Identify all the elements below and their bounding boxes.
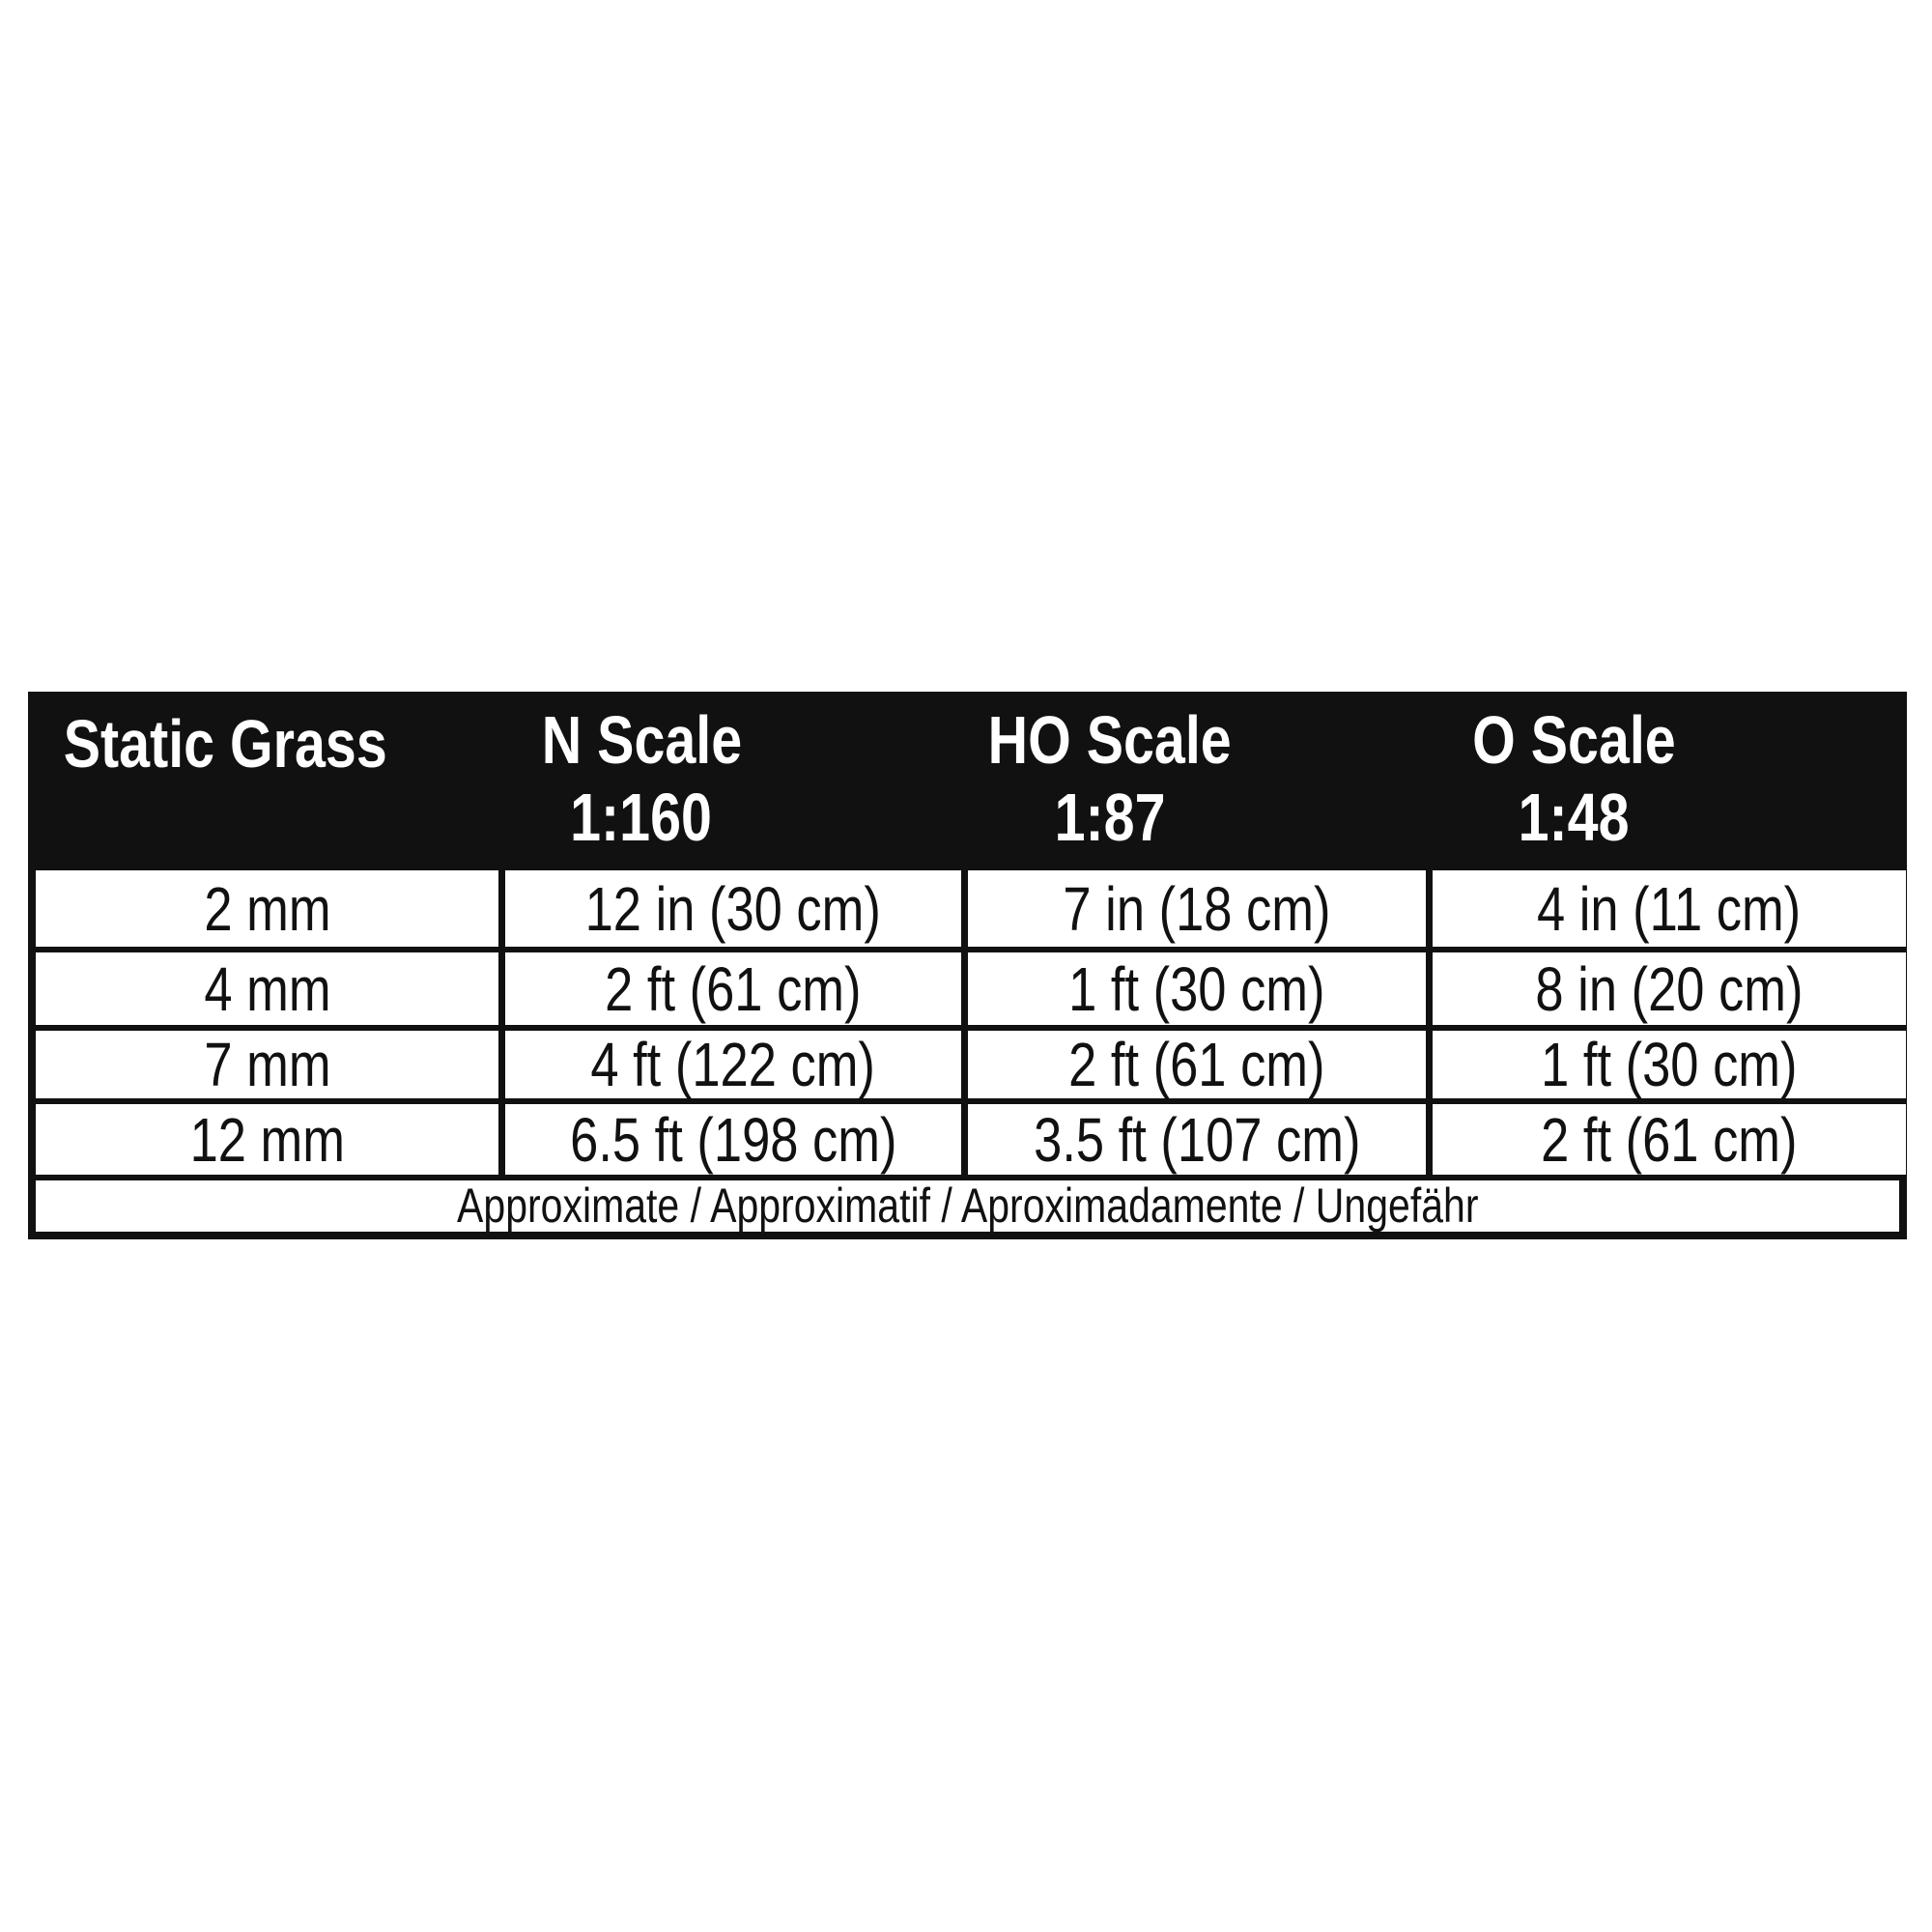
- cell-text: 3.5 ft (107 cm): [1033, 1104, 1361, 1175]
- header-ratio: 1:48: [1518, 780, 1630, 855]
- cell-text: 4 ft (122 cm): [590, 1031, 876, 1098]
- table-cell: 2 ft (61 cm): [505, 952, 961, 1025]
- table-cell: 8 in (20 cm): [1433, 952, 1906, 1025]
- table-cell: 12 mm: [36, 1104, 498, 1175]
- table-cell: 2 mm: [36, 870, 498, 947]
- table-cell: 2 ft (61 cm): [1433, 1104, 1906, 1175]
- table-cell: 4 mm: [36, 952, 498, 1025]
- table-cell: 12 in (30 cm): [505, 870, 961, 947]
- table-cell: 2 ft (61 cm): [968, 1031, 1426, 1098]
- cell-text: 7 in (18 cm): [1063, 873, 1331, 944]
- cell-text: 2 ft (61 cm): [1541, 1104, 1798, 1175]
- cell-text: 2 ft (61 cm): [1068, 1031, 1325, 1098]
- table-cell: 3.5 ft (107 cm): [968, 1104, 1426, 1175]
- table-footer-note: Approximate / Approximatif / Aproximadam…: [36, 1180, 1899, 1232]
- cell-text: 6.5 ft (198 cm): [569, 1104, 897, 1175]
- table-cell: 1 ft (30 cm): [968, 952, 1426, 1025]
- table-row: 12 mm 6.5 ft (198 cm) 3.5 ft (107 cm) 2 …: [36, 1104, 1906, 1175]
- header-static-grass: Static Grass: [28, 692, 405, 867]
- cell-text: 4 mm: [203, 953, 331, 1024]
- table-cell: 4 ft (122 cm): [505, 1031, 961, 1098]
- cell-text: 4 in (11 cm): [1537, 873, 1802, 944]
- header-label: N Scale: [541, 702, 742, 778]
- header-label: Static Grass: [63, 706, 387, 781]
- cell-text: 8 in (20 cm): [1535, 953, 1804, 1024]
- cell-text: 2 mm: [203, 873, 331, 944]
- header-ho-scale: HO Scale 1:87: [878, 692, 1342, 867]
- footer-text: Approximate / Approximatif / Aproximadam…: [456, 1179, 1479, 1233]
- cell-text: 2 ft (61 cm): [605, 953, 862, 1024]
- table-row: 2 mm 12 in (30 cm) 7 in (18 cm) 4 in (11…: [36, 870, 1906, 947]
- cell-text: 1 ft (30 cm): [1541, 1031, 1798, 1098]
- table-row: 7 mm 4 ft (122 cm) 2 ft (61 cm) 1 ft (30…: [36, 1031, 1906, 1098]
- header-n-scale: N Scale 1:160: [405, 692, 878, 867]
- static-grass-scale-table: Static Grass N Scale 1:160 HO Scale 1:87…: [28, 692, 1907, 1239]
- table-cell: 7 in (18 cm): [968, 870, 1426, 947]
- header-label: O Scale: [1471, 702, 1676, 778]
- header-o-scale: O Scale 1:48: [1342, 692, 1805, 867]
- cell-text: 1 ft (30 cm): [1068, 953, 1325, 1024]
- table-cell: 1 ft (30 cm): [1433, 1031, 1906, 1098]
- header-label: HO Scale: [987, 702, 1233, 778]
- cell-text: 12 mm: [189, 1104, 345, 1175]
- table-cell: 7 mm: [36, 1031, 498, 1098]
- header-ratio: 1:87: [1054, 780, 1166, 855]
- cell-text: 7 mm: [203, 1031, 331, 1098]
- table-row: 4 mm 2 ft (61 cm) 1 ft (30 cm) 8 in (20 …: [36, 952, 1906, 1025]
- cell-text: 12 in (30 cm): [584, 873, 882, 944]
- table-cell: 6.5 ft (198 cm): [505, 1104, 961, 1175]
- table-header: Static Grass N Scale 1:160 HO Scale 1:87…: [28, 692, 1907, 867]
- table-cell: 4 in (11 cm): [1433, 870, 1906, 947]
- header-ratio: 1:160: [570, 780, 713, 855]
